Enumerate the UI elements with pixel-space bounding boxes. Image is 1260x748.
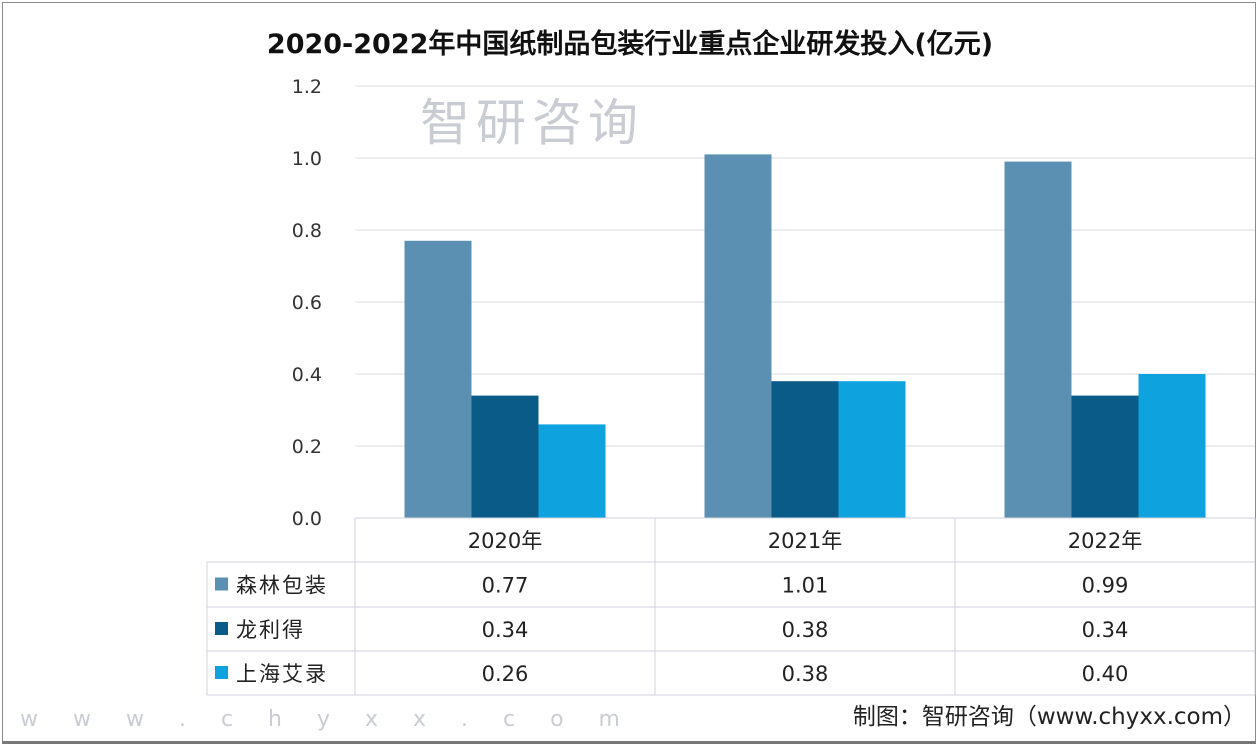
data-label: 0.26 [482,662,529,686]
data-label: 0.40 [1082,662,1129,686]
bar-森林包装-2021年 [704,154,772,518]
legend-label: 上海艾录 [236,662,328,686]
bar-龙利得-2022年 [1071,395,1139,518]
data-label: 0.34 [482,618,529,642]
y-tick-label: 0.4 [292,364,322,386]
chart-title: 2020-2022年中国纸制品包装行业重点企业研发投入(亿元) [266,29,994,60]
watermark-logo: 智研咨询 [420,94,644,152]
x-category-label: 2021年 [768,529,842,553]
watermark-url: w w w . c h y x x . c o m [20,707,634,732]
bar-龙利得-2021年 [771,381,839,518]
source-note: 制图：智研咨询（www.chyxx.com） [852,704,1246,730]
y-tick-label: 0.8 [292,220,322,242]
x-category-label: 2022年 [1068,529,1142,553]
data-label: 0.38 [782,662,829,686]
bar-上海艾录-2022年 [1138,374,1206,518]
y-tick-label: 0.6 [292,292,322,314]
x-category-label: 2020年 [468,529,542,553]
data-label: 0.34 [1082,618,1129,642]
y-tick-label: 0.0 [292,508,322,530]
legend-label: 森林包装 [236,574,328,598]
data-label: 0.99 [1082,574,1129,598]
y-tick-label: 1.2 [292,76,322,98]
data-label: 0.77 [482,574,529,598]
bar-上海艾录-2020年 [538,424,606,518]
legend-label: 龙利得 [236,618,305,642]
legend-swatch-上海艾录 [215,666,228,679]
bar-森林包装-2022年 [1004,161,1072,518]
y-tick-label: 0.2 [292,436,322,458]
bar-龙利得-2020年 [471,395,539,518]
y-tick-label: 1.0 [292,148,322,170]
legend-swatch-龙利得 [215,622,228,635]
bar-森林包装-2020年 [404,240,472,519]
data-label: 1.01 [782,574,829,598]
data-label: 0.38 [782,618,829,642]
bar-上海艾录-2021年 [838,381,906,518]
legend-swatch-森林包装 [215,577,228,591]
